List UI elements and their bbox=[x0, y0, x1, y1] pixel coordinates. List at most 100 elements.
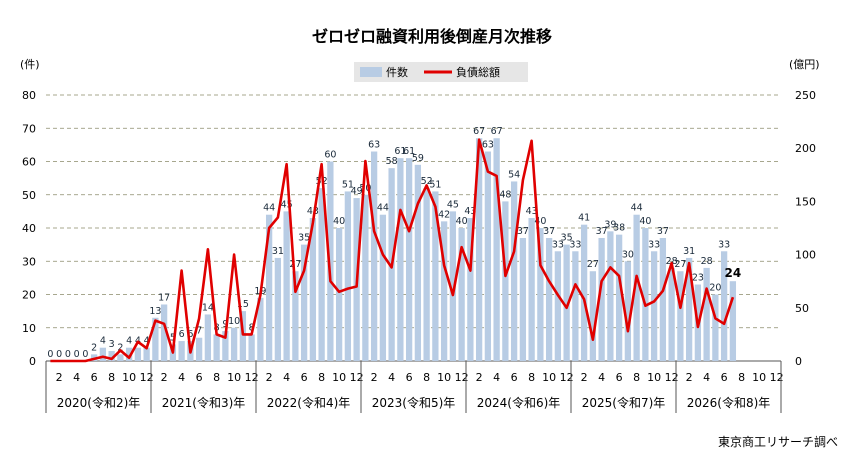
bar-data-label: 27 bbox=[289, 259, 301, 270]
left-tick-label: 70 bbox=[22, 122, 36, 135]
bar bbox=[668, 267, 675, 361]
left-tick-label: 60 bbox=[22, 156, 36, 169]
bar-data-label: 61 bbox=[403, 146, 415, 157]
bar-data-label: 67 bbox=[473, 126, 485, 137]
bar-data-label: 31 bbox=[272, 246, 284, 257]
bar bbox=[440, 221, 448, 361]
left-tick-label: 0 bbox=[29, 355, 36, 368]
right-axis-ticks: 0 50 100 150 200 250 bbox=[795, 89, 816, 368]
bar-data-label: 63 bbox=[368, 140, 380, 151]
bar bbox=[449, 211, 457, 361]
left-tick-label: 20 bbox=[22, 289, 36, 302]
bar bbox=[248, 334, 255, 361]
x-month-tick-label: 8 bbox=[108, 371, 115, 384]
bar-data-label: 40 bbox=[534, 216, 546, 227]
x-month-tick-label: 2 bbox=[476, 371, 483, 384]
right-tick-label: 50 bbox=[795, 302, 809, 315]
x-month-tick-label: 2 bbox=[56, 371, 63, 384]
bar bbox=[274, 257, 282, 361]
bar-data-label: 43 bbox=[307, 206, 319, 217]
x-month-tick-label: 12 bbox=[770, 371, 784, 384]
bar-data-label: 43 bbox=[464, 206, 476, 217]
year-label: 2024(令和6)年 bbox=[477, 395, 561, 410]
bar-data-label: 49 bbox=[351, 186, 363, 197]
bar-data-label: 58 bbox=[386, 156, 398, 167]
bar bbox=[572, 251, 579, 361]
bar bbox=[257, 297, 264, 361]
bar-data-label: 51 bbox=[429, 179, 441, 190]
bar-data-label: 42 bbox=[438, 209, 450, 220]
bar-data-label: 37 bbox=[517, 226, 529, 237]
bar-data-label: 33 bbox=[552, 239, 564, 250]
left-axis-unit: (件) bbox=[20, 58, 40, 71]
left-tick-label: 80 bbox=[22, 89, 36, 102]
year-label: 2023(令和5)年 bbox=[372, 395, 456, 410]
x-month-tick-label: 8 bbox=[318, 371, 325, 384]
bar-data-label: 2 bbox=[91, 342, 97, 353]
bar bbox=[143, 347, 150, 361]
bar-data-label: 33 bbox=[648, 239, 660, 250]
bar bbox=[475, 138, 483, 361]
x-month-tick-label: 10 bbox=[122, 371, 136, 384]
bar-data-label: 40 bbox=[456, 216, 468, 227]
bar-data-label: 7 bbox=[196, 326, 202, 337]
x-month-tick-label: 4 bbox=[598, 371, 605, 384]
x-month-tick-label: 4 bbox=[73, 371, 80, 384]
bar bbox=[633, 214, 640, 361]
bar-data-label: 67 bbox=[491, 126, 503, 137]
bar bbox=[125, 347, 133, 361]
bar bbox=[379, 214, 387, 361]
bar bbox=[607, 231, 614, 361]
bar bbox=[624, 261, 632, 361]
bar-data-label: 0 bbox=[82, 349, 88, 360]
bar bbox=[327, 161, 334, 361]
x-month-tick-label: 2 bbox=[161, 371, 168, 384]
bar bbox=[99, 347, 107, 361]
bar-data-label: 20 bbox=[709, 283, 721, 294]
bar bbox=[484, 151, 492, 361]
bar-data-label: 51 bbox=[342, 179, 354, 190]
year-label: 2025(令和7)年 bbox=[582, 395, 666, 410]
bar-data-label: 38 bbox=[613, 223, 625, 234]
x-month-tick-label: 6 bbox=[196, 371, 203, 384]
bar-data-label: 0 bbox=[74, 349, 80, 360]
bar-data-label: 27 bbox=[587, 259, 599, 270]
bar bbox=[152, 317, 159, 361]
bar-data-label: 44 bbox=[631, 203, 643, 214]
bar bbox=[685, 257, 693, 361]
x-month-tick-label: 6 bbox=[301, 371, 308, 384]
bar-data-label: 23 bbox=[692, 273, 704, 284]
bar-data-label: 60 bbox=[324, 150, 336, 161]
bar bbox=[292, 271, 299, 361]
chart-title: ゼロゼロ融資利用後倒産月次推移 bbox=[312, 27, 552, 46]
bar bbox=[589, 271, 597, 361]
bar bbox=[414, 164, 422, 361]
bar-data-label: 48 bbox=[499, 189, 511, 200]
bar-data-label: 6 bbox=[179, 329, 185, 340]
x-month-tick-label: 8 bbox=[738, 371, 745, 384]
bar-data-label: 45 bbox=[281, 199, 293, 210]
left-axis-ticks: 0 10 20 30 40 50 60 70 80 bbox=[22, 89, 36, 368]
bar bbox=[467, 218, 474, 361]
year-label: 2021(令和3)年 bbox=[162, 395, 246, 410]
bar-data-label: 52 bbox=[421, 176, 433, 187]
bar-data-label: 39 bbox=[604, 219, 616, 230]
bar bbox=[204, 314, 212, 361]
x-month-tick-label: 6 bbox=[616, 371, 623, 384]
bar bbox=[283, 211, 290, 361]
bar bbox=[650, 251, 658, 361]
bar-data-label: 45 bbox=[447, 199, 459, 210]
bar-data-label: 0 bbox=[65, 349, 71, 360]
bar bbox=[309, 218, 317, 361]
bar-data-label: 33 bbox=[718, 239, 730, 250]
bar bbox=[598, 237, 605, 361]
x-month-tick-label: 10 bbox=[227, 371, 241, 384]
bar-data-label: 30 bbox=[622, 249, 634, 260]
right-axis-unit: (億円) bbox=[789, 58, 820, 71]
x-month-tick-label: 6 bbox=[406, 371, 413, 384]
bar bbox=[195, 337, 203, 361]
bar bbox=[545, 237, 553, 361]
bar bbox=[510, 181, 518, 361]
left-tick-label: 50 bbox=[22, 189, 36, 202]
